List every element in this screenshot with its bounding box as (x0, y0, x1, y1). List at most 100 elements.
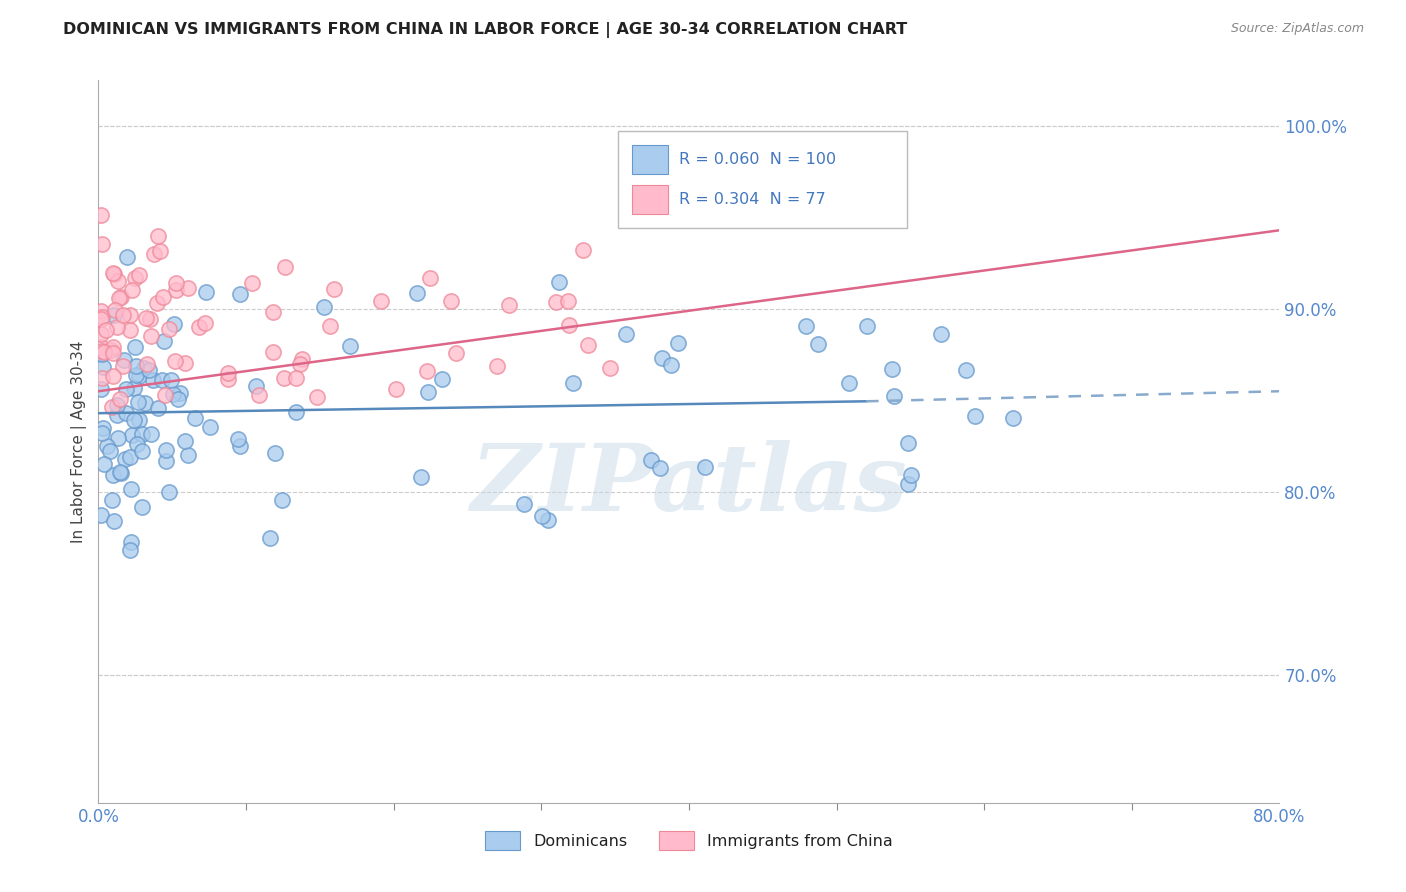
Point (136, 357, 159, 371)
Point (274, 260, 297, 275)
Point (110, 392, 132, 406)
Point (90, 310, 112, 324)
Point (183, 410, 205, 425)
Point (897, 477, 920, 491)
Point (226, 432, 249, 446)
Point (418, 384, 440, 399)
Point (262, 344, 284, 359)
Point (98, 443, 121, 458)
Point (115, 406, 138, 420)
Point (416, 364, 439, 378)
Point (557, 294, 579, 309)
Point (163, 317, 186, 331)
Point (101, 467, 124, 482)
Point (173, 434, 195, 449)
Point (118, 323, 141, 337)
Point (648, 461, 671, 475)
Point (103, 369, 125, 384)
Point (90, 311, 112, 326)
Point (305, 390, 328, 404)
Point (107, 274, 129, 288)
FancyBboxPatch shape (619, 131, 907, 228)
Point (124, 368, 146, 382)
Point (131, 500, 153, 515)
Point (91, 237, 114, 252)
Point (104, 302, 127, 317)
Point (312, 300, 335, 314)
Point (120, 543, 142, 558)
Point (963, 409, 986, 423)
Point (107, 291, 129, 305)
Point (155, 442, 177, 457)
Point (90, 382, 112, 396)
Point (91, 347, 114, 361)
Point (125, 359, 148, 373)
Point (91, 370, 114, 384)
Point (128, 412, 150, 426)
Point (513, 497, 536, 511)
Point (572, 243, 595, 257)
Point (90, 426, 112, 441)
Point (537, 513, 560, 527)
Point (131, 444, 153, 458)
Point (128, 369, 150, 384)
Legend: Dominicans, Immigrants from China: Dominicans, Immigrants from China (478, 825, 900, 856)
Point (149, 244, 172, 258)
Point (668, 335, 690, 350)
Point (115, 250, 138, 264)
Point (856, 319, 879, 334)
Point (125, 437, 148, 451)
Point (486, 359, 509, 373)
Point (120, 308, 142, 322)
Point (245, 379, 267, 393)
Point (122, 381, 145, 395)
Point (576, 337, 599, 351)
Point (114, 452, 136, 467)
Point (110, 465, 132, 479)
Point (165, 283, 187, 297)
Point (794, 318, 817, 333)
Point (544, 294, 567, 309)
Point (124, 340, 146, 354)
Point (153, 388, 176, 402)
Point (93, 457, 115, 471)
Point (101, 400, 124, 414)
Point (138, 363, 160, 377)
Point (111, 359, 134, 373)
Point (93, 345, 115, 359)
Point (150, 373, 173, 387)
Point (107, 431, 129, 445)
Point (614, 327, 637, 342)
Point (285, 405, 308, 419)
Point (264, 446, 287, 460)
Point (285, 371, 308, 385)
Point (124, 271, 146, 285)
Point (135, 311, 157, 326)
Point (640, 452, 662, 467)
Point (110, 290, 132, 304)
Text: DOMINICAN VS IMMIGRANTS FROM CHINA IN LABOR FORCE | AGE 30-34 CORRELATION CHART: DOMINICAN VS IMMIGRANTS FROM CHINA IN LA… (63, 22, 907, 38)
Point (929, 326, 952, 341)
Point (103, 514, 125, 528)
Point (157, 485, 180, 500)
Point (659, 358, 682, 372)
Point (1002, 411, 1025, 425)
Point (162, 387, 184, 401)
Point (142, 246, 165, 260)
Point (498, 298, 520, 312)
Point (562, 376, 585, 390)
Point (152, 290, 174, 304)
Point (599, 360, 621, 375)
Point (695, 460, 717, 475)
Point (177, 281, 200, 295)
Point (229, 440, 252, 454)
Point (139, 312, 162, 326)
Point (187, 319, 209, 334)
Point (90, 508, 112, 522)
Point (118, 450, 141, 465)
Point (90, 304, 112, 318)
Point (807, 337, 830, 351)
Point (194, 285, 217, 300)
Point (114, 382, 136, 396)
Point (155, 454, 177, 468)
